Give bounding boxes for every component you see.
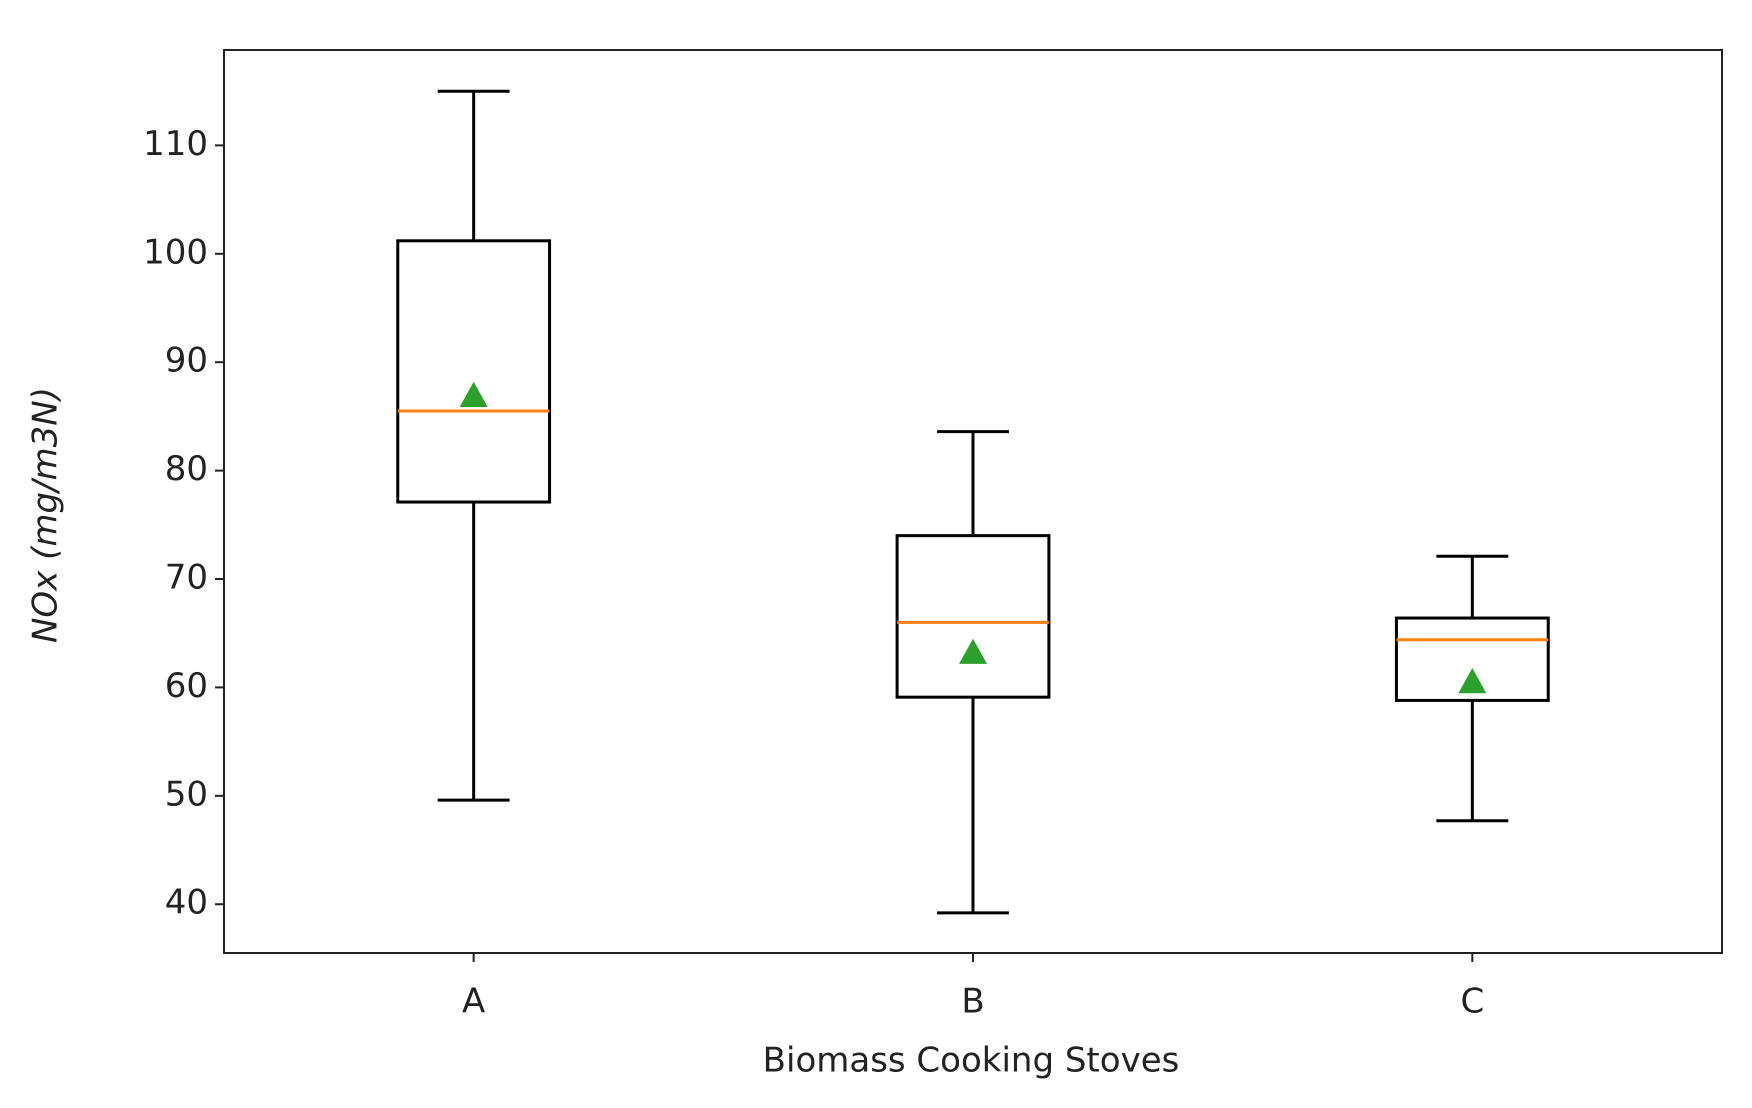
y-axis-label: NOx (mg/m3N) — [26, 387, 66, 643]
box — [396, 239, 552, 504]
box — [1394, 616, 1550, 702]
mean-marker — [459, 381, 488, 408]
y-tick-label: 60 — [165, 666, 208, 706]
y-tick-label: 90 — [165, 341, 208, 381]
x-tick-label: C — [1460, 982, 1484, 1022]
y-tick-label: 80 — [165, 449, 208, 489]
y-tick-label: 50 — [165, 774, 208, 814]
y-tick-label: 110 — [143, 124, 208, 164]
y-tick-label: 40 — [165, 883, 208, 923]
mean-marker — [959, 638, 987, 664]
x-tick-label: B — [961, 982, 984, 1022]
x-axis-label: Biomass Cooking Stoves — [763, 1041, 1180, 1081]
mean-marker — [1458, 667, 1487, 694]
y-tick-label: 70 — [165, 558, 208, 598]
y-tick-label: 100 — [143, 232, 208, 272]
x-tick-label: A — [462, 982, 485, 1022]
box — [895, 534, 1051, 699]
